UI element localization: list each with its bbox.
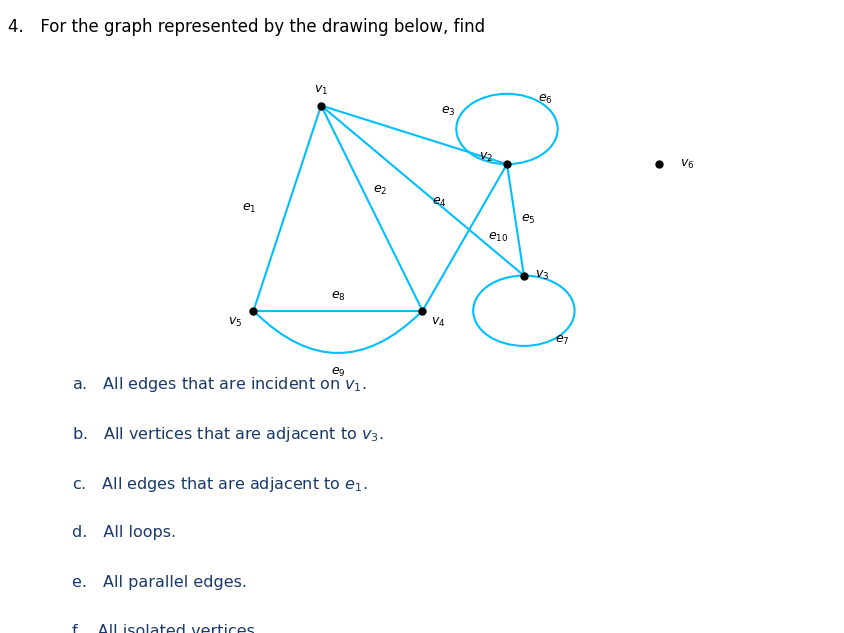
Text: 4. For the graph represented by the drawing below, find: 4. For the graph represented by the draw… bbox=[8, 18, 485, 35]
Text: $v_{4}$: $v_{4}$ bbox=[430, 316, 445, 329]
Text: $e_{3}$: $e_{3}$ bbox=[440, 105, 455, 118]
Text: $e_{4}$: $e_{4}$ bbox=[431, 196, 446, 209]
Text: $e_{5}$: $e_{5}$ bbox=[520, 213, 535, 227]
Text: e. All parallel edges.: e. All parallel edges. bbox=[72, 575, 246, 589]
Text: $e_{10}$: $e_{10}$ bbox=[488, 231, 508, 244]
Text: $e_{9}$: $e_{9}$ bbox=[330, 366, 345, 379]
Text: f. All isolated vertices.: f. All isolated vertices. bbox=[72, 624, 259, 633]
Text: $v_{1}$: $v_{1}$ bbox=[314, 84, 327, 97]
Text: $v_6$: $v_6$ bbox=[679, 158, 694, 171]
Text: $e_{1}$: $e_{1}$ bbox=[241, 201, 257, 215]
Text: $e_{2}$: $e_{2}$ bbox=[373, 184, 387, 197]
Text: $v_{5}$: $v_{5}$ bbox=[228, 316, 241, 329]
Text: $e_{8}$: $e_{8}$ bbox=[330, 289, 345, 303]
Text: $v_{3}$: $v_{3}$ bbox=[535, 269, 549, 282]
Text: $e_{6}$: $e_{6}$ bbox=[537, 93, 552, 106]
Text: a. All edges that are incident on $v_1$.: a. All edges that are incident on $v_1$. bbox=[72, 375, 366, 394]
Text: c. All edges that are adjacent to $e_1$.: c. All edges that are adjacent to $e_1$. bbox=[72, 475, 367, 494]
Text: b. All vertices that are adjacent to $v_3$.: b. All vertices that are adjacent to $v_… bbox=[72, 425, 383, 444]
Text: $v_{2}$: $v_{2}$ bbox=[479, 151, 492, 164]
Text: d. All loops.: d. All loops. bbox=[72, 525, 176, 540]
Text: $e_{7}$: $e_{7}$ bbox=[554, 334, 569, 347]
